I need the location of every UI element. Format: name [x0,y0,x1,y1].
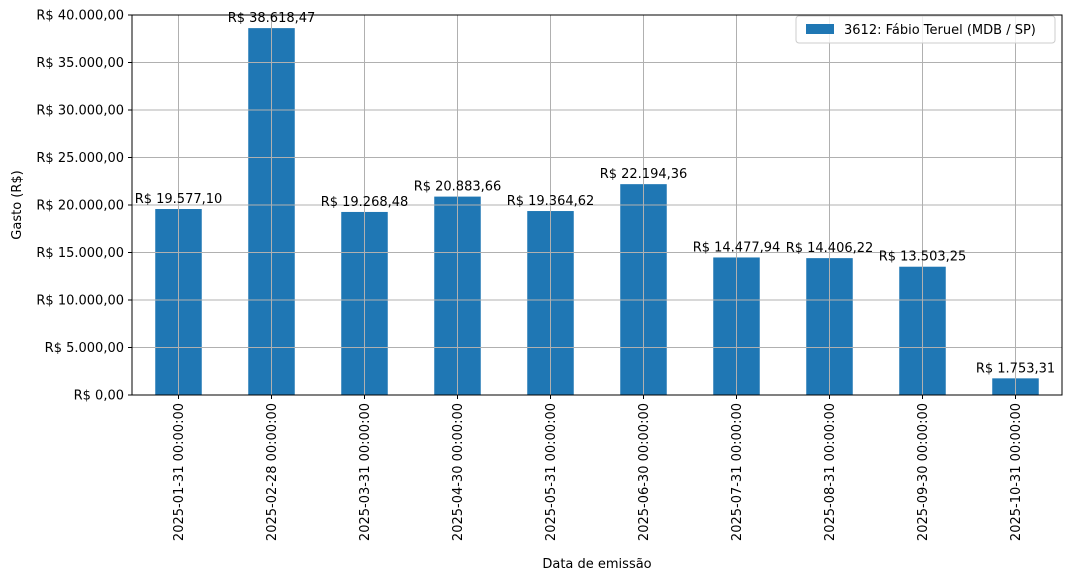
bar-value-label: R$ 22.194,36 [600,167,688,182]
x-tick-label: 2025-04-30 00:00:00 [451,403,466,541]
bar-value-label: R$ 19.577,10 [135,192,223,207]
y-axis: R$ 0,00 R$ 5.000,00 R$ 10.000,00 R$ 15.000,… [36,9,132,404]
y-tick-label: R$ 10.000,00 [36,294,124,309]
y-tick-label: R$ 25.000,00 [36,151,124,166]
y-tick-label: R$ 20.000,00 [36,199,124,214]
x-tick-label: 2025-05-31 00:00:00 [544,403,559,541]
y-tick-label: R$ 15.000,00 [36,246,124,261]
x-tick-label: 2025-07-31 00:00:00 [730,403,745,541]
bar-value-label: R$ 1.753,31 [976,361,1055,376]
x-tick-label: 2025-09-30 00:00:00 [916,403,931,541]
bar-value-label: R$ 19.268,48 [321,195,409,210]
bars [155,28,1039,395]
x-axis-title: Data de emissão [542,557,651,572]
gridlines [132,14,1062,396]
y-axis-title: Gasto (R$) [10,170,25,239]
legend: 3612: Fábio Teruel (MDB / SP) [795,15,1056,44]
legend-swatch [806,24,834,34]
x-tick-label: 2025-08-31 00:00:00 [823,403,838,541]
y-tick-label: R$ 5.000,00 [45,341,124,356]
bar-value-label: R$ 38.618,47 [228,11,316,26]
x-axis: 2025-01-31 00:00:00 2025-02-28 00:00:00 20… [172,395,1024,541]
legend-box [795,15,1056,44]
bar-value-label: R$ 14.477,94 [693,240,781,255]
x-tick-label: 2025-06-30 00:00:00 [637,403,652,541]
y-tick-label: R$ 0,00 [74,389,124,404]
bar-value-label: R$ 13.503,25 [879,250,967,265]
data-labels: R$ 19.577,10 R$ 38.618,47 R$ 19.268,48 R$ 2… [135,11,1055,376]
y-tick-label: R$ 30.000,00 [36,104,124,119]
x-tick-label: 2025-01-31 00:00:00 [172,403,187,541]
x-tick-label: 2025-10-31 00:00:00 [1009,403,1024,541]
bar-value-label: R$ 20.883,66 [414,180,502,195]
y-tick-label: R$ 35.000,00 [36,56,124,71]
x-tick-label: 2025-03-31 00:00:00 [358,403,373,541]
x-tick-label: 2025-02-28 00:00:00 [265,403,280,541]
bar-value-label: R$ 19.364,62 [507,194,595,209]
bar-value-label: R$ 14.406,22 [786,241,874,256]
legend-label: 3612: Fábio Teruel (MDB / SP) [844,23,1036,38]
y-tick-label: R$ 40.000,00 [36,9,124,24]
